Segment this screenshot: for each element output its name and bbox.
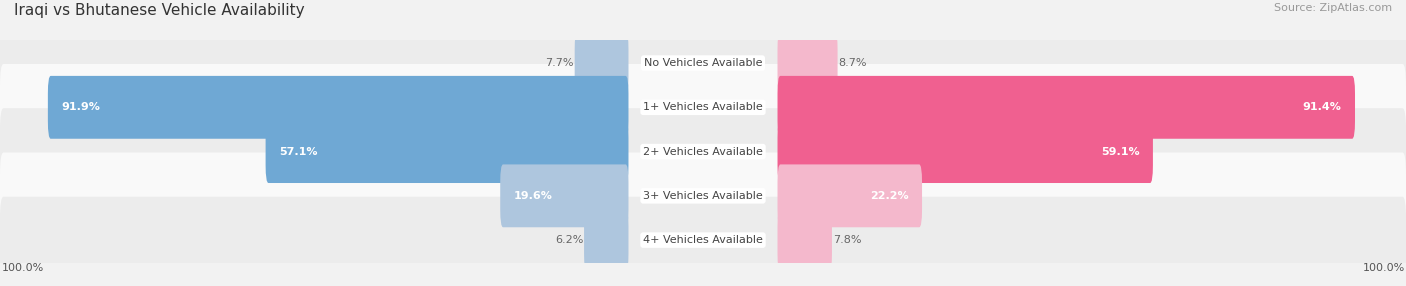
FancyBboxPatch shape [0,197,1406,283]
Text: 19.6%: 19.6% [513,191,553,201]
Text: 7.8%: 7.8% [832,235,860,245]
FancyBboxPatch shape [778,32,838,94]
Text: 7.7%: 7.7% [546,58,574,68]
Text: 2+ Vehicles Available: 2+ Vehicles Available [643,147,763,156]
Text: 100.0%: 100.0% [1,263,44,273]
FancyBboxPatch shape [48,76,628,139]
Text: 59.1%: 59.1% [1101,147,1139,156]
FancyBboxPatch shape [0,20,1406,106]
FancyBboxPatch shape [778,120,1153,183]
FancyBboxPatch shape [0,64,1406,151]
Text: 6.2%: 6.2% [555,235,583,245]
Text: 91.4%: 91.4% [1303,102,1341,112]
FancyBboxPatch shape [778,164,922,227]
FancyBboxPatch shape [778,76,1355,139]
Text: 1+ Vehicles Available: 1+ Vehicles Available [643,102,763,112]
FancyBboxPatch shape [266,120,628,183]
Text: 57.1%: 57.1% [278,147,318,156]
FancyBboxPatch shape [583,209,628,271]
Text: Iraqi vs Bhutanese Vehicle Availability: Iraqi vs Bhutanese Vehicle Availability [14,3,305,18]
Text: 22.2%: 22.2% [870,191,908,201]
Text: 3+ Vehicles Available: 3+ Vehicles Available [643,191,763,201]
Text: 91.9%: 91.9% [62,102,100,112]
FancyBboxPatch shape [0,152,1406,239]
Text: 100.0%: 100.0% [1362,263,1405,273]
FancyBboxPatch shape [501,164,628,227]
FancyBboxPatch shape [0,108,1406,195]
FancyBboxPatch shape [778,209,832,271]
FancyBboxPatch shape [575,32,628,94]
Text: Source: ZipAtlas.com: Source: ZipAtlas.com [1274,3,1392,13]
Text: 4+ Vehicles Available: 4+ Vehicles Available [643,235,763,245]
Text: No Vehicles Available: No Vehicles Available [644,58,762,68]
Text: 8.7%: 8.7% [838,58,866,68]
